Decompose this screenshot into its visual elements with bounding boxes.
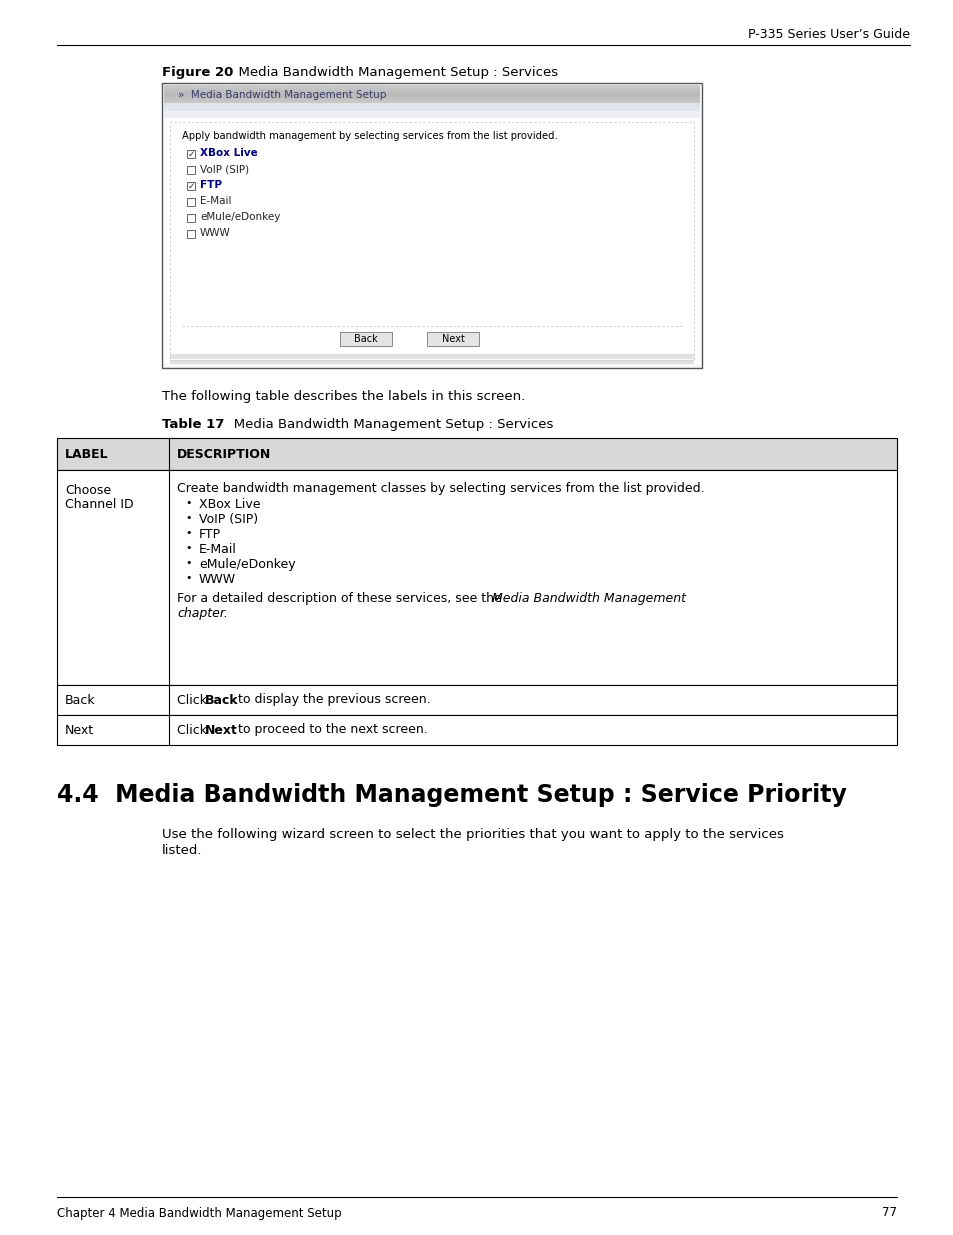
Text: •: • (185, 513, 192, 522)
Bar (57, 471, 896, 685)
Bar (164, 111, 700, 119)
Text: Create bandwidth management classes by selecting services from the list provided: Create bandwidth management classes by s… (177, 482, 704, 495)
Text: to display the previous screen.: to display the previous screen. (233, 694, 430, 706)
Bar (164, 103, 700, 111)
Bar (339, 332, 392, 346)
Text: •: • (185, 573, 192, 583)
Text: Media Bandwidth Management Setup : Services: Media Bandwidth Management Setup : Servi… (221, 417, 553, 431)
Text: For a detailed description of these services, see the: For a detailed description of these serv… (177, 592, 505, 605)
Bar (162, 83, 701, 368)
Text: LABEL: LABEL (65, 447, 109, 461)
Text: •: • (185, 558, 192, 568)
Bar (57, 685, 896, 715)
Text: Chapter 4 Media Bandwidth Management Setup: Chapter 4 Media Bandwidth Management Set… (57, 1207, 341, 1219)
Bar (164, 119, 700, 364)
Text: Table 17: Table 17 (162, 417, 224, 431)
Bar (187, 230, 194, 238)
Text: Apply bandwidth management by selecting services from the list provided.: Apply bandwidth management by selecting … (182, 131, 558, 141)
Bar (170, 354, 693, 359)
Text: Figure 20: Figure 20 (162, 65, 233, 79)
Bar (187, 165, 194, 174)
Text: Back: Back (65, 694, 95, 706)
Text: Click: Click (177, 694, 211, 706)
Bar (57, 715, 896, 745)
Text: Media Bandwidth Management: Media Bandwidth Management (492, 592, 685, 605)
Text: Choose: Choose (65, 484, 111, 496)
Bar (187, 182, 194, 190)
Text: P-335 Series User’s Guide: P-335 Series User’s Guide (747, 28, 909, 42)
Bar (187, 198, 194, 206)
Text: The following table describes the labels in this screen.: The following table describes the labels… (162, 390, 525, 403)
Bar (187, 149, 194, 158)
Text: Media Bandwidth Management Setup : Services: Media Bandwidth Management Setup : Servi… (230, 65, 558, 79)
Text: XBox Live: XBox Live (200, 148, 257, 158)
Text: FTP: FTP (200, 180, 222, 190)
Bar (170, 122, 693, 359)
Text: ✓: ✓ (188, 149, 194, 159)
Text: •: • (185, 498, 192, 508)
Text: Use the following wizard screen to select the priorities that you want to apply : Use the following wizard screen to selec… (162, 827, 783, 841)
Text: VoIP (SIP): VoIP (SIP) (200, 164, 249, 174)
Text: 4.4  Media Bandwidth Management Setup : Service Priority: 4.4 Media Bandwidth Management Setup : S… (57, 783, 846, 806)
Text: Next: Next (441, 333, 464, 345)
Text: E-Mail: E-Mail (200, 196, 232, 206)
Text: to proceed to the next screen.: to proceed to the next screen. (233, 724, 427, 736)
Text: eMule/eDonkey: eMule/eDonkey (199, 558, 295, 571)
Bar (57, 438, 896, 471)
Bar (427, 332, 478, 346)
Text: XBox Live: XBox Live (199, 498, 260, 511)
Text: ✓: ✓ (188, 182, 194, 191)
Text: Back: Back (205, 694, 238, 706)
Bar (57, 438, 896, 471)
Text: Next: Next (205, 724, 237, 736)
Text: listed.: listed. (162, 844, 202, 857)
Text: 77: 77 (882, 1207, 896, 1219)
Text: •: • (185, 529, 192, 538)
Text: Next: Next (65, 724, 94, 736)
Text: WWW: WWW (199, 573, 236, 585)
Text: DESCRIPTION: DESCRIPTION (177, 447, 271, 461)
Text: Back: Back (354, 333, 377, 345)
Text: WWW: WWW (200, 228, 231, 238)
Text: •: • (185, 543, 192, 553)
Bar (170, 359, 693, 364)
Text: chapter.: chapter. (177, 606, 228, 620)
Bar (187, 214, 194, 222)
Text: eMule/eDonkey: eMule/eDonkey (200, 212, 280, 222)
Text: Click: Click (177, 724, 211, 736)
Text: E-Mail: E-Mail (199, 543, 236, 556)
Text: VoIP (SIP): VoIP (SIP) (199, 513, 258, 526)
Text: Channel ID: Channel ID (65, 498, 133, 511)
Text: »  Media Bandwidth Management Setup: » Media Bandwidth Management Setup (178, 90, 386, 100)
Text: FTP: FTP (199, 529, 221, 541)
